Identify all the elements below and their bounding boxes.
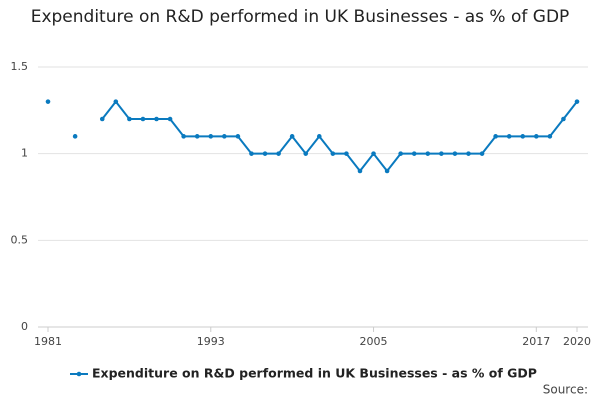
x-tick-label: 2020 bbox=[563, 335, 591, 348]
point bbox=[344, 151, 349, 156]
y-tick-label: 1 bbox=[21, 147, 28, 160]
x-tick-label: 1993 bbox=[197, 335, 225, 348]
point bbox=[439, 151, 444, 156]
point bbox=[167, 116, 173, 122]
series-line bbox=[101, 100, 578, 173]
point bbox=[289, 134, 295, 139]
point bbox=[330, 151, 336, 156]
point bbox=[452, 151, 458, 156]
legend-marker bbox=[76, 371, 82, 377]
chart-title: Expenditure on R&D performed in UK Busin… bbox=[30, 7, 570, 27]
point bbox=[235, 134, 241, 139]
point bbox=[208, 134, 214, 139]
point bbox=[276, 151, 281, 156]
point bbox=[262, 151, 268, 156]
point bbox=[181, 134, 186, 139]
source: Source: bbox=[543, 383, 588, 397]
point bbox=[574, 99, 580, 104]
point bbox=[316, 134, 322, 139]
x-tick-label: 1981 bbox=[34, 335, 62, 348]
point bbox=[357, 168, 363, 174]
point bbox=[534, 134, 539, 139]
point bbox=[140, 116, 146, 122]
y-tick-label: 1.5 bbox=[11, 60, 29, 73]
y-tick-label: 0 bbox=[21, 320, 28, 333]
point bbox=[506, 134, 512, 139]
point bbox=[561, 116, 566, 122]
legend-label: Expenditure on R&D performed in UK Busin… bbox=[92, 366, 537, 381]
point bbox=[479, 151, 485, 156]
x-tick-label: 2017 bbox=[522, 335, 550, 348]
point bbox=[154, 116, 159, 122]
point bbox=[45, 99, 51, 104]
point bbox=[547, 134, 553, 139]
point bbox=[99, 116, 105, 122]
point bbox=[113, 99, 119, 104]
point bbox=[493, 134, 498, 139]
point bbox=[384, 168, 390, 174]
y-tick-label: 0.5 bbox=[11, 233, 29, 246]
point bbox=[425, 151, 431, 156]
point bbox=[398, 151, 403, 156]
point bbox=[411, 151, 417, 156]
point bbox=[466, 151, 471, 156]
point bbox=[520, 134, 526, 139]
point bbox=[72, 134, 78, 139]
point bbox=[249, 151, 254, 156]
point bbox=[222, 134, 227, 139]
point bbox=[303, 151, 309, 156]
point bbox=[371, 151, 376, 156]
point bbox=[127, 116, 132, 122]
x-tick-label: 2005 bbox=[360, 335, 388, 348]
point bbox=[194, 134, 200, 139]
